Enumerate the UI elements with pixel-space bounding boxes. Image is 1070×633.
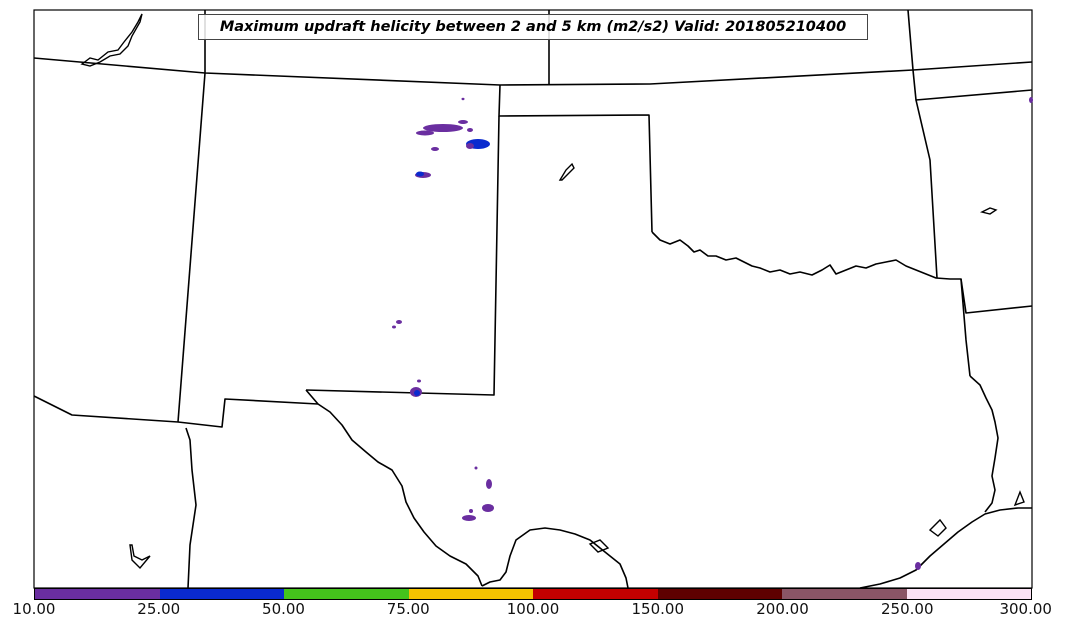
colorbar-segment bbox=[408, 589, 533, 599]
colorbar-segment bbox=[906, 589, 1031, 599]
colorbar-tick-label: 150.00 bbox=[631, 600, 685, 618]
map-title-box: Maximum updraft helicity between 2 and 5… bbox=[198, 14, 868, 40]
colorbar-tick-label: 250.00 bbox=[881, 600, 934, 618]
helicity-cells bbox=[392, 97, 1033, 570]
colorbar-segment bbox=[657, 589, 782, 599]
colorbar-tick-label: 10.00 bbox=[12, 600, 56, 618]
map-frame bbox=[33, 9, 1033, 589]
colorbar-segment bbox=[284, 589, 409, 599]
colorbar-tick-label: 100.00 bbox=[506, 600, 560, 618]
colorbar-segment bbox=[782, 589, 907, 599]
colorbar bbox=[34, 588, 1032, 600]
colorbar-tick-label: 25.00 bbox=[137, 600, 181, 618]
colorbar-segment bbox=[533, 589, 658, 599]
lakes-and-islands bbox=[80, 13, 1025, 570]
colorbar-segment bbox=[35, 589, 160, 599]
colorbar-tick-label: 50.00 bbox=[262, 600, 305, 618]
state-borders bbox=[33, 9, 1033, 589]
colorbar-segment bbox=[159, 589, 284, 599]
colorbar-tick-label: 75.00 bbox=[386, 600, 430, 618]
map-title: Maximum updraft helicity between 2 and 5… bbox=[219, 19, 847, 35]
colorbar-tick-label: 300.00 bbox=[999, 600, 1052, 618]
colorbar-tick-label: 200.00 bbox=[756, 600, 809, 618]
